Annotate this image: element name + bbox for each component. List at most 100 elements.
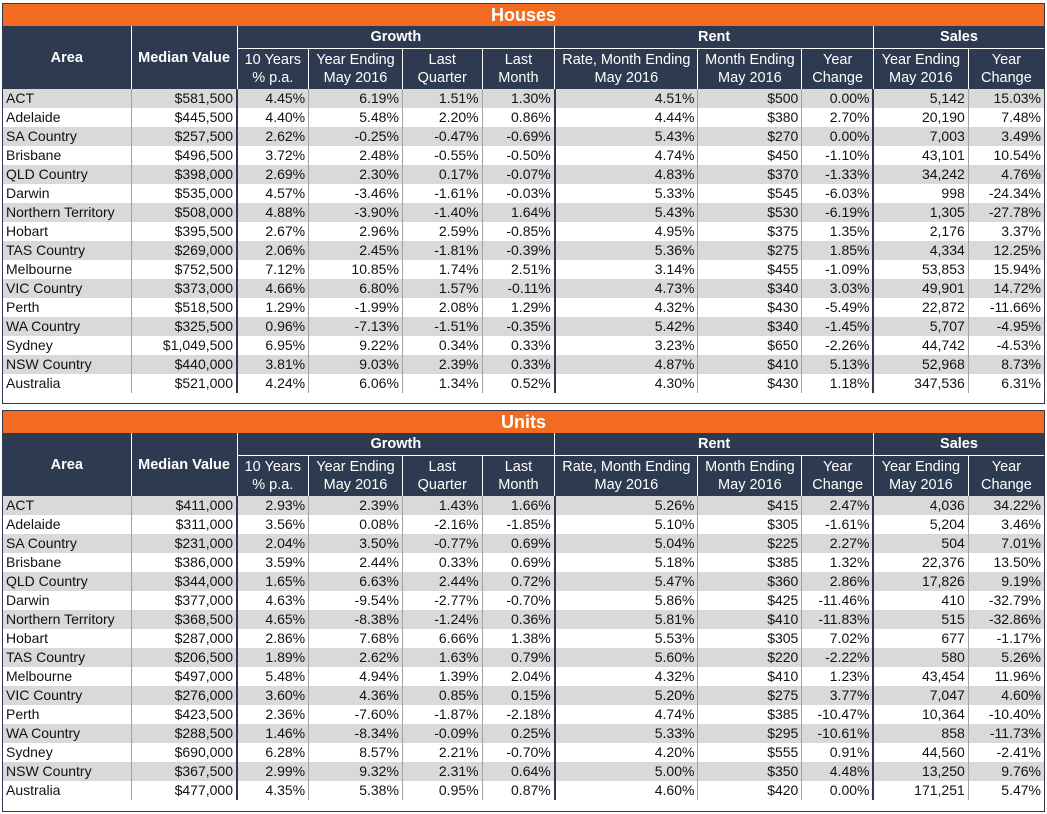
table-row: TAS Country $206,500 1.89% 2.62% 1.63% 0.79% 5…	[3, 648, 1044, 667]
cell-area: NSW Country	[3, 355, 132, 374]
cell-rent-month-ending: $500	[697, 89, 802, 108]
cell-growth-last-month: 0.79%	[481, 648, 555, 667]
cell-growth-last-month: 0.25%	[481, 724, 555, 743]
cell-median-value: $521,000	[130, 374, 237, 393]
cell-rent-rate: 4.95%	[553, 222, 698, 241]
cell-growth-last-quarter: -1.24%	[401, 610, 483, 629]
cell-growth-10-years: 1.29%	[236, 298, 309, 317]
cell-rent-year-change: -1.33%	[801, 165, 874, 184]
cell-rent-year-change: -1.61%	[801, 515, 874, 534]
cell-growth-last-month: 1.38%	[481, 629, 555, 648]
cell-growth-last-month: -0.03%	[481, 184, 555, 203]
cell-growth-year-ending: 5.38%	[308, 781, 403, 800]
cell-growth-last-quarter: 1.63%	[401, 648, 483, 667]
cell-sales-year-ending: 17,826	[872, 572, 969, 591]
cell-sales-year-ending: 43,101	[872, 146, 969, 165]
cell-growth-last-month: 0.72%	[481, 572, 555, 591]
cell-rent-month-ending: $360	[697, 572, 802, 591]
cell-sales-year-change: 7.01%	[967, 534, 1044, 553]
cell-growth-last-month: 2.04%	[481, 667, 555, 686]
cell-sales-year-ending: 858	[872, 724, 969, 743]
cell-median-value: $581,500	[130, 89, 237, 108]
cell-growth-last-month: 0.36%	[481, 610, 555, 629]
cell-rent-month-ending: $295	[697, 724, 802, 743]
cell-area: WA Country	[3, 724, 132, 743]
cell-growth-year-ending: 2.44%	[308, 553, 403, 572]
cell-growth-last-quarter: 2.21%	[401, 743, 483, 762]
cell-growth-year-ending: -9.54%	[308, 591, 403, 610]
cell-sales-year-ending: 1,305	[872, 203, 969, 222]
cell-growth-10-years: 4.40%	[236, 108, 309, 127]
cell-rent-year-change: 2.70%	[801, 108, 874, 127]
cell-rent-month-ending: $450	[697, 146, 802, 165]
cell-median-value: $377,000	[130, 591, 237, 610]
cell-growth-last-month: 0.15%	[481, 686, 555, 705]
cell-sales-year-change: 13.50%	[967, 553, 1044, 572]
cell-sales-year-ending: 22,872	[872, 298, 969, 317]
cell-rent-month-ending: $380	[697, 108, 802, 127]
cell-area: SA Country	[3, 534, 132, 553]
cell-rent-rate: 3.14%	[553, 260, 698, 279]
cell-growth-last-quarter: -2.16%	[401, 515, 483, 534]
cell-growth-10-years: 1.89%	[236, 648, 309, 667]
cell-growth-last-month: 1.66%	[481, 496, 555, 515]
cell-rent-month-ending: $350	[697, 762, 802, 781]
cell-rent-rate: 5.81%	[553, 610, 698, 629]
cell-rent-rate: 5.04%	[553, 534, 698, 553]
cell-rent-month-ending: $340	[697, 279, 802, 298]
cell-growth-10-years: 5.48%	[236, 667, 309, 686]
header-growth: Growth	[236, 26, 555, 49]
cell-median-value: $395,500	[130, 222, 237, 241]
cell-median-value: $287,000	[130, 629, 237, 648]
cell-growth-10-years: 3.72%	[236, 146, 309, 165]
houses-table-body: ACT $581,500 4.45% 6.19% 1.51% 1.30% 4.51% $500…	[3, 89, 1044, 393]
cell-sales-year-change: -32.86%	[967, 610, 1044, 629]
cell-growth-10-years: 3.60%	[236, 686, 309, 705]
cell-growth-10-years: 4.88%	[236, 203, 309, 222]
cell-rent-year-change: 2.86%	[801, 572, 874, 591]
cell-area: WA Country	[3, 317, 132, 336]
cell-sales-year-change: -27.78%	[967, 203, 1044, 222]
header-sales-year-ending: Year Ending May 2016	[872, 48, 969, 89]
cell-growth-last-quarter: -1.61%	[401, 184, 483, 203]
cell-median-value: $325,500	[130, 317, 237, 336]
cell-growth-last-quarter: -0.77%	[401, 534, 483, 553]
cell-growth-10-years: 3.81%	[236, 355, 309, 374]
cell-growth-last-quarter: 6.66%	[401, 629, 483, 648]
cell-sales-year-ending: 171,251	[872, 781, 969, 800]
cell-rent-year-change: 5.13%	[801, 355, 874, 374]
cell-rent-year-change: -2.26%	[801, 336, 874, 355]
cell-growth-10-years: 6.95%	[236, 336, 309, 355]
table-row: VIC Country $276,000 3.60% 4.36% 0.85% 0.15% 5…	[3, 686, 1044, 705]
cell-area: Sydney	[3, 743, 132, 762]
cell-growth-last-month: 0.87%	[481, 781, 555, 800]
cell-rent-rate: 5.26%	[553, 496, 698, 515]
cell-rent-rate: 5.20%	[553, 686, 698, 705]
cell-growth-year-ending: 2.62%	[308, 648, 403, 667]
houses-title: Houses	[3, 4, 1044, 26]
cell-growth-last-month: -1.85%	[481, 515, 555, 534]
cell-sales-year-change: -32.79%	[967, 591, 1044, 610]
cell-growth-year-ending: 6.19%	[308, 89, 403, 108]
cell-rent-rate: 5.18%	[553, 553, 698, 572]
table-row: TAS Country $269,000 2.06% 2.45% -1.81% -0.39…	[3, 241, 1044, 260]
cell-growth-last-month: 1.30%	[481, 89, 555, 108]
cell-rent-month-ending: $410	[697, 667, 802, 686]
cell-sales-year-ending: 44,742	[872, 336, 969, 355]
cell-growth-year-ending: 7.68%	[308, 629, 403, 648]
cell-median-value: $752,500	[130, 260, 237, 279]
cell-rent-month-ending: $410	[697, 355, 802, 374]
cell-median-value: $276,000	[130, 686, 237, 705]
cell-growth-10-years: 4.45%	[236, 89, 309, 108]
cell-growth-last-quarter: 0.34%	[401, 336, 483, 355]
cell-growth-last-month: 1.29%	[481, 298, 555, 317]
cell-growth-year-ending: 6.80%	[308, 279, 403, 298]
cell-sales-year-change: -10.40%	[967, 705, 1044, 724]
cell-rent-rate: 5.60%	[553, 648, 698, 667]
cell-sales-year-ending: 13,250	[872, 762, 969, 781]
header-growth-last-month: Last Month	[481, 455, 555, 496]
cell-sales-year-ending: 34,242	[872, 165, 969, 184]
cell-median-value: $411,000	[130, 496, 237, 515]
cell-rent-year-change: 3.77%	[801, 686, 874, 705]
cell-sales-year-change: -4.95%	[967, 317, 1044, 336]
